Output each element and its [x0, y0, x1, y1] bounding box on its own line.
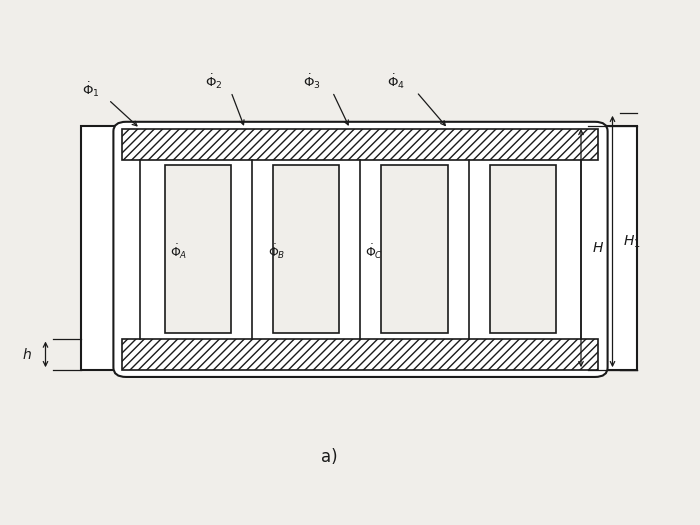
Bar — [382, 165, 448, 333]
Text: $H_1$: $H_1$ — [623, 233, 640, 250]
Bar — [122, 339, 598, 370]
Text: $\dot{\Phi}_1$: $\dot{\Phi}_1$ — [82, 80, 100, 99]
Bar — [80, 126, 637, 370]
Text: $h$: $h$ — [22, 347, 32, 362]
Bar — [273, 165, 340, 333]
Text: $\dot{\Phi}_3$: $\dot{\Phi}_3$ — [302, 72, 321, 91]
Text: $\dot{\Phi}_4$: $\dot{\Phi}_4$ — [386, 72, 405, 91]
Text: $\dot{\Phi}_C$: $\dot{\Phi}_C$ — [365, 243, 384, 261]
Bar — [164, 165, 231, 333]
Bar — [122, 129, 598, 160]
FancyBboxPatch shape — [113, 122, 608, 377]
Bar — [490, 165, 556, 333]
Text: $\dot{\Phi}_A$: $\dot{\Phi}_A$ — [170, 243, 187, 261]
Text: a): a) — [321, 448, 337, 466]
Text: $\dot{\Phi}_2$: $\dot{\Phi}_2$ — [205, 72, 222, 91]
Text: $\dot{\Phi}_B$: $\dot{\Phi}_B$ — [268, 243, 285, 261]
Text: $H$: $H$ — [592, 241, 603, 255]
